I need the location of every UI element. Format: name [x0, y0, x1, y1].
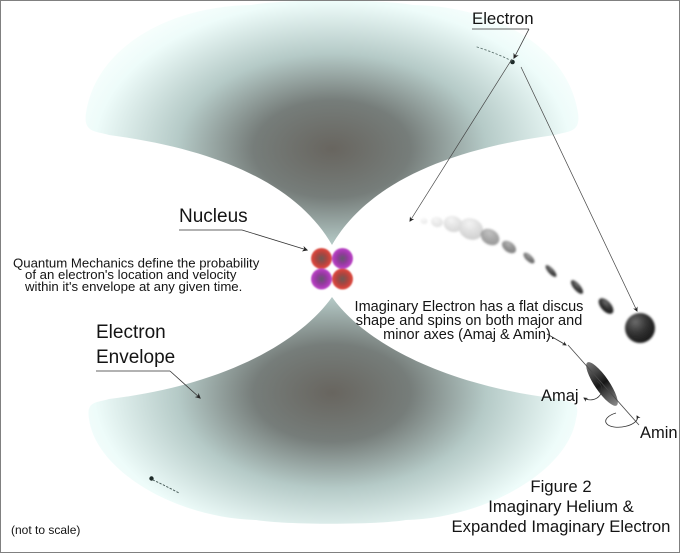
svg-text:Electron: Electron: [472, 9, 534, 28]
svg-text:within it's envelope at any gi: within it's envelope at any given time.: [24, 279, 242, 294]
svg-text:Amin: Amin: [640, 424, 678, 442]
svg-text:Envelope: Envelope: [96, 347, 175, 368]
svg-text:Nucleus: Nucleus: [179, 206, 248, 227]
svg-text:Imaginary Helium &: Imaginary Helium &: [488, 497, 634, 516]
svg-text:Amaj: Amaj: [541, 387, 579, 405]
svg-text:Figure 2: Figure 2: [530, 477, 591, 496]
svg-text:Expanded Imaginary Electron: Expanded Imaginary Electron: [452, 517, 671, 536]
svg-text:Electron: Electron: [96, 322, 166, 343]
svg-text:(not to scale): (not to scale): [11, 523, 80, 537]
svg-text:minor axes (Amaj & Amin).: minor axes (Amaj & Amin).: [383, 327, 555, 343]
